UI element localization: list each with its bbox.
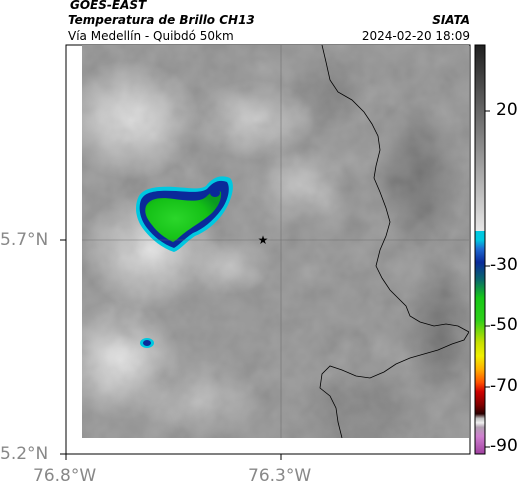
star-icon: ★	[258, 233, 269, 247]
border-line-south	[319, 331, 469, 438]
colorbar-label-minus-30: -30	[490, 255, 518, 275]
colorbar-label-20: 20	[496, 100, 518, 120]
satellite-name: GOES-EAST	[70, 0, 147, 12]
lon-label-76-3: 76.3°W	[248, 466, 312, 486]
convective-cloud	[136, 176, 233, 252]
imagery-layer: ★	[82, 45, 469, 438]
border-line-east	[321, 45, 469, 333]
lon-label-76-8: 76.8°W	[33, 466, 97, 486]
colorbar	[474, 44, 490, 455]
colorbar-label-minus-90: -90	[490, 436, 518, 456]
lat-label-5-2: 5.2°N	[0, 444, 49, 464]
lat-label-5-7: 5.7°N	[0, 230, 49, 250]
small-cold-cell	[140, 338, 154, 348]
agency-label: SIATA	[432, 13, 470, 27]
product-title: Temperatura de Brillo CH13	[68, 13, 255, 27]
timestamp-label: 2024-02-20 18:09	[361, 29, 470, 43]
route-label: Vía Medellín - Quibdó 50km	[68, 29, 234, 43]
colorbar-label-minus-70: -70	[490, 376, 518, 396]
colorbar-label-minus-50: -50	[490, 315, 518, 335]
